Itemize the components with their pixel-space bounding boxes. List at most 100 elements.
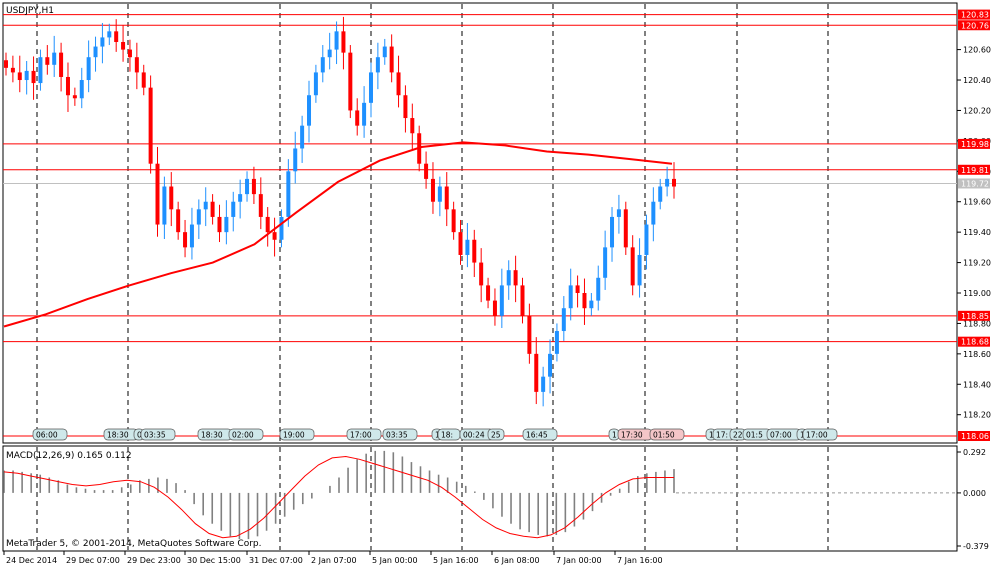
time-label-bg xyxy=(522,428,558,441)
candle-body xyxy=(121,41,126,50)
candle-body xyxy=(245,178,250,195)
candle-body xyxy=(300,125,305,149)
candle-body xyxy=(279,216,284,240)
candle-body xyxy=(59,52,64,77)
candle-body xyxy=(86,57,91,81)
candle-body xyxy=(623,209,628,248)
price-tag-label: 118.06 xyxy=(961,432,989,441)
time-label: 19:00 xyxy=(283,431,305,440)
time-tick-label: 29 Dec 07:00 xyxy=(66,556,120,565)
price-tick-label: 118.80 xyxy=(963,319,991,328)
time-tick-label: 5 Jan 16:00 xyxy=(433,556,479,565)
time-label-bg xyxy=(802,428,838,441)
time-tick-label: 30 Dec 15:00 xyxy=(187,556,241,565)
candle-body xyxy=(231,201,236,217)
candle-body xyxy=(224,216,229,233)
price-tag-label: 118.68 xyxy=(961,338,989,347)
candle-body xyxy=(107,31,112,38)
time-label: 06:00 xyxy=(36,431,58,440)
price-tag-label: 120.83 xyxy=(961,11,989,20)
candle-body xyxy=(286,171,291,217)
time-label: 25 xyxy=(491,431,501,440)
macd-tick-label: 0.292 xyxy=(963,448,986,457)
candle-body xyxy=(320,57,325,73)
time-label: 01:50 xyxy=(653,431,675,440)
price-tag-label: 120.76 xyxy=(961,21,989,30)
time-label: 02:00 xyxy=(232,431,254,440)
candle-body xyxy=(610,216,615,248)
candle-body xyxy=(575,285,580,293)
price-tick-label: 120.60 xyxy=(963,46,991,55)
candle-body xyxy=(210,201,215,217)
candle-body xyxy=(65,76,70,96)
time-label: 1 xyxy=(612,431,617,440)
candle-body xyxy=(603,247,608,278)
time-label: 17:00 xyxy=(350,431,372,440)
time-tick-label: 7 Jan 16:00 xyxy=(617,556,663,565)
candle-body xyxy=(45,57,50,65)
time-tick-label: 2 Jan 07:00 xyxy=(311,556,357,565)
time-label: 18:30 xyxy=(201,431,223,440)
candle-body xyxy=(658,186,663,202)
price-tick-label: 119.00 xyxy=(963,289,991,298)
candle-body xyxy=(479,262,484,286)
time-label-bg xyxy=(346,428,382,441)
price-tag-label: 119.72 xyxy=(961,179,989,188)
time-label: 16:45 xyxy=(526,431,548,440)
candle-body xyxy=(672,178,676,187)
price-tag-bg xyxy=(958,164,990,175)
time-label: 18: xyxy=(441,431,453,440)
candle-body xyxy=(665,178,670,187)
candles xyxy=(4,16,676,407)
candle-body xyxy=(293,148,298,172)
price-tag-bg xyxy=(958,336,990,347)
main-pane xyxy=(2,2,958,444)
price-tag-label: 118.85 xyxy=(961,312,989,321)
macd-signal-line xyxy=(3,455,674,539)
price-tick-label: 120.40 xyxy=(963,76,991,85)
candle-body xyxy=(389,46,394,73)
price-tick-label: 119.60 xyxy=(963,198,991,207)
candle-body xyxy=(307,95,312,126)
candle-body xyxy=(4,60,8,68)
price-tag-bg xyxy=(958,310,990,321)
candle-body xyxy=(430,178,435,202)
candle-body xyxy=(486,285,491,301)
candle-body xyxy=(134,57,139,73)
time-label: 22 xyxy=(733,431,743,440)
candle-body xyxy=(582,293,587,309)
candle-body xyxy=(465,239,470,255)
candle-body xyxy=(272,232,277,240)
candle-body xyxy=(348,52,353,111)
candle-body xyxy=(520,285,525,316)
candle-body xyxy=(155,163,160,225)
time-label: 0 xyxy=(137,431,142,440)
price-tick-label: 118.40 xyxy=(963,380,991,389)
candle-body xyxy=(375,57,380,73)
time-label-bg xyxy=(487,428,505,441)
candle-body xyxy=(637,254,642,286)
candle-body xyxy=(72,95,77,99)
time-label: 18:30 xyxy=(107,431,129,440)
time-label: 17: xyxy=(716,431,728,440)
candle-body xyxy=(196,209,201,225)
candle-body xyxy=(424,163,429,179)
time-label: 1 xyxy=(800,431,805,440)
time-tick-label: 24 Dec 2014 xyxy=(6,556,57,565)
candle-body xyxy=(238,194,243,202)
time-label: 1 xyxy=(709,431,714,440)
candle-body xyxy=(141,72,146,88)
time-label: 1 xyxy=(435,431,440,440)
moving-average-line xyxy=(3,141,673,328)
candle-body xyxy=(527,315,532,354)
candle-body xyxy=(506,270,511,286)
candle-body xyxy=(251,178,256,195)
time-tick-label: 29 Dec 23:00 xyxy=(127,556,181,565)
candle-body xyxy=(368,72,373,103)
time-label: 07:00 xyxy=(770,431,792,440)
macd-histogram xyxy=(3,450,957,540)
candle-body xyxy=(554,331,559,354)
price-tick-label: 118.60 xyxy=(963,350,991,359)
candle-body xyxy=(568,285,573,309)
